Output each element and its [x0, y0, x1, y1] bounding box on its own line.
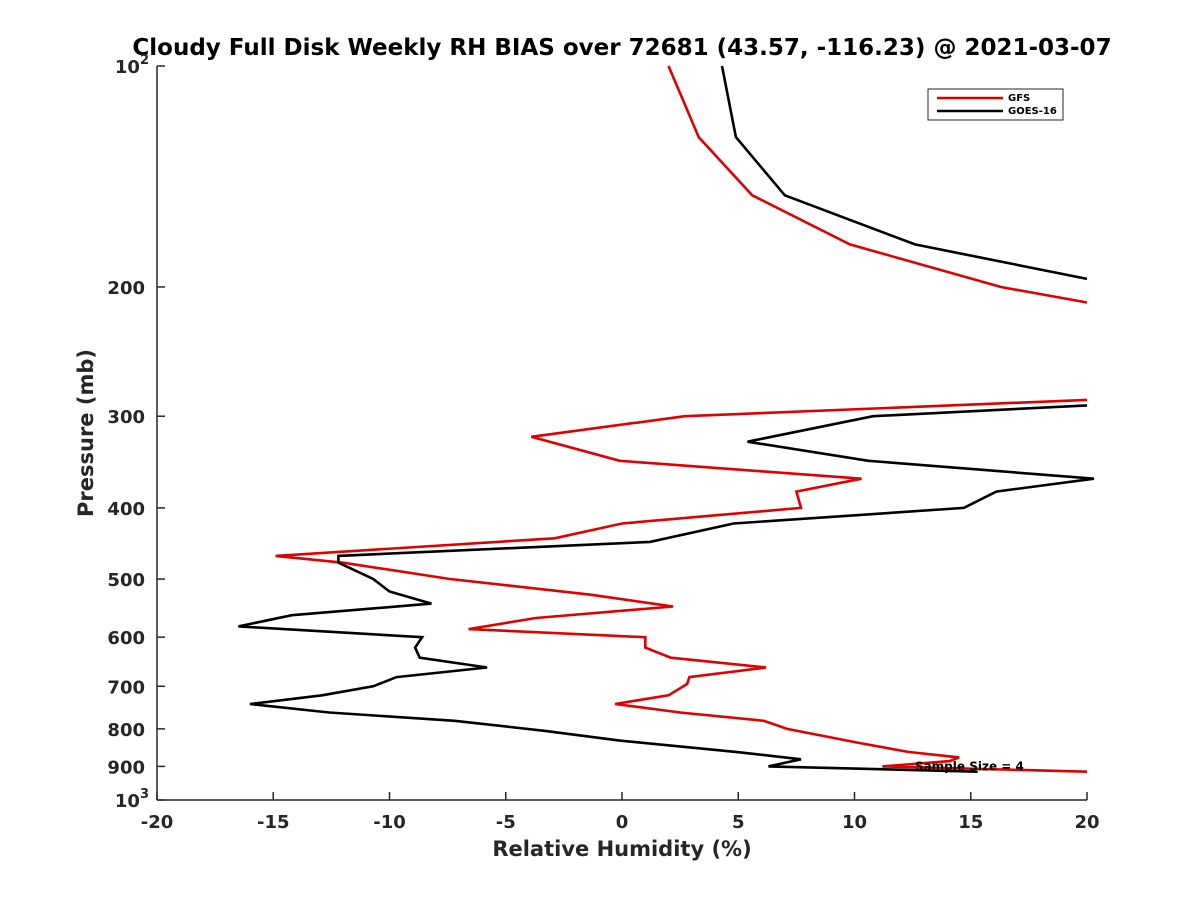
y-tick-label: 400	[107, 499, 145, 520]
x-tick-label: -15	[257, 812, 290, 833]
series-line-goes-16-2	[238, 404, 1095, 773]
y-tick-exponent: 3	[140, 787, 149, 802]
x-tick-label: -5	[496, 812, 516, 833]
y-axis-label: Pressure (mb)	[74, 349, 98, 517]
y-tick-label: 200	[107, 278, 145, 299]
x-tick-label: 10	[842, 812, 867, 833]
y-tick-label: 900	[107, 757, 145, 778]
sample-size-annotation: Sample Size = 4	[915, 759, 1024, 773]
plot-area: -20 -15 -10 -5 0 5 10 15 20 10220030040050060070…	[107, 53, 1099, 833]
series-line-gfs-2	[275, 398, 1088, 773]
series-line-goes-16-1	[720, 65, 1088, 281]
x-ticks: -20 -15 -10 -5 0 5 10 15 20	[141, 792, 1100, 833]
y-tick-label: 102	[115, 53, 149, 78]
series-layer	[238, 65, 1095, 773]
chart-title: Cloudy Full Disk Weekly RH BIAS over 726…	[132, 35, 1111, 61]
legend-label-gfs: GFS	[1008, 93, 1030, 104]
legend-label-goes: GOES-16	[1008, 106, 1057, 117]
y-tick-label: 700	[107, 677, 145, 698]
y-tick-label: 500	[107, 570, 145, 591]
y-tick-base: 10	[115, 57, 140, 78]
x-tick-label: 15	[958, 812, 983, 833]
y-tick-label: 600	[107, 628, 145, 649]
x-tick-label: 0	[616, 812, 629, 833]
y-tick-label: 800	[107, 720, 145, 741]
y-tick-base: 10	[115, 791, 140, 812]
x-tick-label: -10	[373, 812, 406, 833]
x-tick-label: 5	[732, 812, 745, 833]
y-tick-label: 103	[115, 787, 149, 812]
x-tick-label: -20	[141, 812, 174, 833]
legend: GFS GOES-16	[927, 88, 1064, 121]
legend-box	[927, 88, 1064, 121]
series-line-gfs-1	[667, 65, 1088, 304]
y-tick-exponent: 2	[140, 53, 149, 68]
y-tick-label: 300	[107, 407, 145, 428]
x-tick-label: 20	[1074, 812, 1099, 833]
x-axis-label: Relative Humidity (%)	[492, 837, 751, 861]
